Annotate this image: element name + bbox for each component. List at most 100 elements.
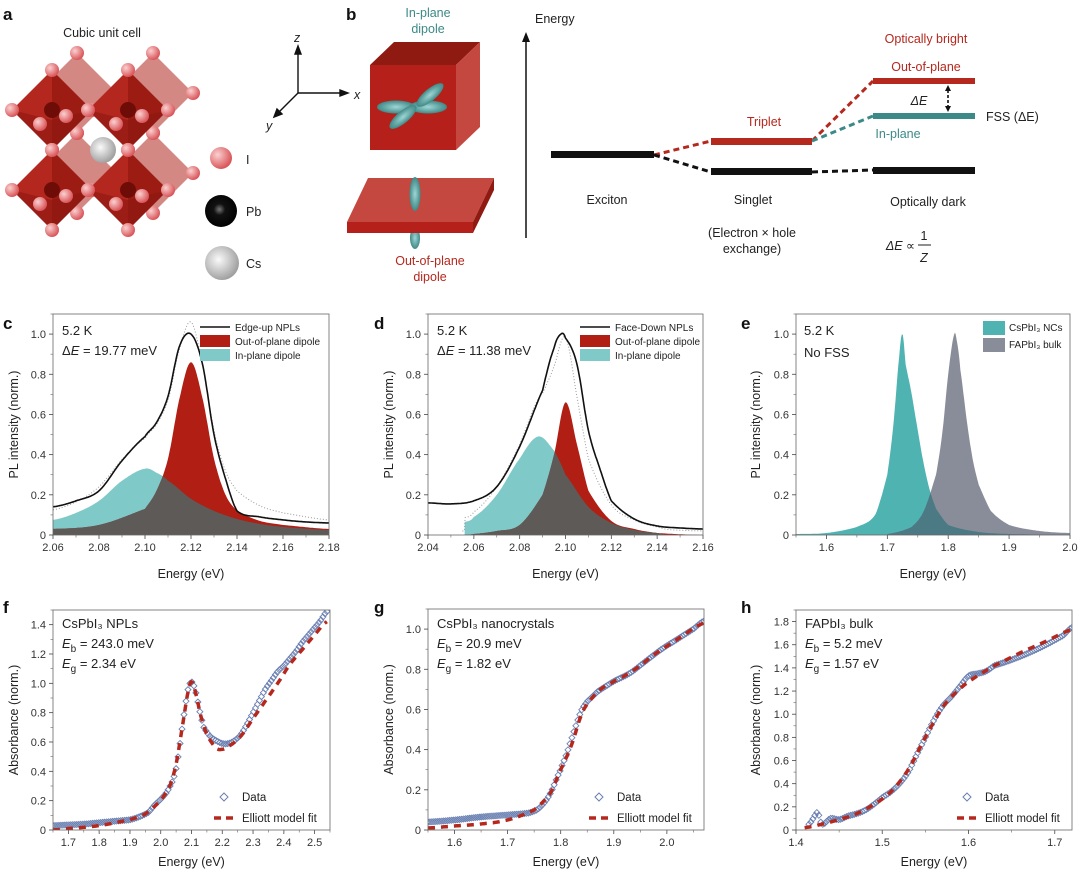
annotation-text: = 11.38 meV bbox=[454, 343, 531, 358]
annotation: ΔE = 19.77 meV bbox=[62, 343, 157, 358]
annotation-text: = 243.0 meV bbox=[76, 636, 154, 651]
annotation-text: = 19.77 meV bbox=[79, 343, 157, 358]
chart-panel-d: 2.04 2.06 2.08 2.10 2.12 2.14 2.16 0 0.2 0.4 0.6 0.… bbox=[382, 313, 714, 581]
legend-label: Data bbox=[617, 792, 642, 804]
x-tick-label: 1.9 bbox=[1001, 542, 1016, 554]
annotation-prefix: Δ bbox=[437, 343, 446, 358]
fit-line-elliott bbox=[428, 621, 704, 830]
data-point bbox=[430, 818, 438, 826]
iodine-atom bbox=[109, 117, 123, 131]
data-point bbox=[307, 628, 315, 636]
data-point bbox=[892, 783, 900, 792]
data-point bbox=[212, 736, 220, 744]
charts: 2.06 2.08 2.10 2.12 2.14 2.16 2.1800.20.40.60.… bbox=[7, 313, 1078, 869]
data-point bbox=[317, 616, 325, 624]
axis-y-label: y bbox=[265, 119, 273, 133]
y-tick-label: 0.4 bbox=[774, 450, 789, 462]
x-tick-label: 2.0 bbox=[1062, 542, 1077, 554]
data-point bbox=[267, 677, 275, 685]
data-point bbox=[635, 662, 643, 671]
data-point bbox=[900, 774, 908, 783]
x-tick-label: 2.14 bbox=[646, 542, 667, 554]
data-point bbox=[55, 821, 63, 830]
panel-label-e: e bbox=[741, 314, 750, 333]
data-point bbox=[146, 806, 154, 815]
in-plane-level-label: In-plane bbox=[875, 127, 920, 141]
data-point bbox=[902, 772, 910, 780]
lead-atom bbox=[44, 102, 60, 118]
exciton-label: Exciton bbox=[587, 193, 628, 207]
data-point bbox=[224, 739, 232, 748]
data-point bbox=[198, 716, 206, 724]
annotation-text: 5.2 K bbox=[62, 323, 93, 338]
x-tick-label: 2.4 bbox=[276, 837, 291, 849]
exciton-level bbox=[551, 151, 654, 158]
panel-b-geometry: z x y In-plane dipole Out-of-plane dipol… bbox=[265, 6, 494, 284]
y-tick-label: 1.6 bbox=[774, 640, 789, 652]
iodine-atom bbox=[161, 183, 175, 197]
x-tick-label: 2.1 bbox=[184, 837, 199, 849]
y-tick-label: 1.0 bbox=[31, 678, 46, 690]
chart-panel-f: 1.7 1.8 1.9 2.0 2.1 2.2 2.3 2.4 2.5 0 0.2 0.4 0.6 0.8… bbox=[7, 609, 331, 869]
axis-z-label: z bbox=[293, 31, 301, 45]
edge-up-cube-icon bbox=[370, 42, 480, 150]
x-tick-label: 2.3 bbox=[245, 837, 260, 849]
octahedron-face bbox=[88, 110, 168, 150]
x-axis-label: Energy (eV) bbox=[900, 567, 967, 581]
legend-label: In-plane dipole bbox=[615, 351, 681, 362]
x-tick-label: 2.10 bbox=[134, 542, 155, 554]
overlap-area bbox=[428, 452, 703, 535]
legend-label: Data bbox=[242, 792, 267, 804]
relation-denominator: Z bbox=[919, 251, 928, 265]
iodine-atom bbox=[146, 206, 160, 220]
data-point bbox=[645, 655, 653, 663]
x-tick-label: 2.0 bbox=[153, 837, 168, 849]
face-down-slab-icon bbox=[347, 177, 494, 249]
data-point bbox=[890, 785, 898, 793]
chart-panel-h: 1.4 1.5 1.6 1.7 0 0.2 0.4 0.6 0.8 1.0 1.2 1.4 1.6 1.8… bbox=[749, 609, 1073, 869]
legend-label: Elliott model fit bbox=[617, 813, 693, 825]
optically-dark-level bbox=[873, 167, 975, 174]
x-tick-label: 1.7 bbox=[880, 542, 895, 554]
iodine-atom bbox=[70, 126, 84, 140]
iodine-atom bbox=[81, 103, 95, 117]
x-tick-label: 1.9 bbox=[122, 837, 137, 849]
annotation-text: = 1.57 eV bbox=[819, 656, 879, 671]
out-of-plane-dipole-label-line1: Out-of-plane bbox=[395, 254, 465, 268]
annotation-text: CsPbI₃ NPLs bbox=[62, 616, 139, 631]
x-tick-label: 1.8 bbox=[92, 837, 107, 849]
legend-swatch-icon bbox=[580, 349, 610, 361]
legend: CsPbI₃ NCs FAPbI₃ bulk bbox=[983, 321, 1063, 352]
panel-label-b: b bbox=[346, 5, 356, 24]
annotation: ΔE = 11.38 meV bbox=[437, 343, 531, 358]
plot-area bbox=[428, 332, 703, 535]
x-tick-label: 2.16 bbox=[692, 542, 713, 554]
legend-label-cs: Cs bbox=[246, 257, 261, 271]
annotation: Eb = 5.2 meV bbox=[805, 636, 883, 655]
panel-label-d: d bbox=[374, 314, 384, 333]
delta-e-double-arrow-icon bbox=[945, 85, 951, 112]
optically-dark-label: Optically dark bbox=[890, 195, 966, 209]
perovskite-crystal-illustration bbox=[5, 46, 200, 237]
y-tick-label: 1.0 bbox=[406, 624, 421, 636]
x-tick-label: 2.08 bbox=[88, 542, 109, 554]
annotation-text: = 5.2 meV bbox=[819, 636, 883, 651]
fit-line-elliott bbox=[53, 620, 328, 830]
legend-label: Edge-up NPLs bbox=[235, 323, 300, 334]
y-tick-label: 0 bbox=[415, 530, 421, 542]
y-tick-label: 0.6 bbox=[31, 737, 46, 749]
legend: Face-Down NPLs Out-of-plane dipole In-plan… bbox=[580, 323, 700, 362]
legend-label: Elliott model fit bbox=[242, 813, 318, 825]
y-tick-label: 0 bbox=[783, 825, 789, 837]
iodine-atom bbox=[33, 117, 47, 131]
data-point bbox=[534, 805, 543, 813]
y-tick-label: 1.2 bbox=[774, 686, 789, 698]
y-tick-label: 0.8 bbox=[31, 708, 46, 720]
x-tick-label: 2.12 bbox=[180, 542, 201, 554]
legend-label-pb: Pb bbox=[246, 205, 261, 219]
cesium-atom bbox=[90, 137, 116, 163]
panel-label-h: h bbox=[741, 598, 751, 617]
y-tick-label: 0.6 bbox=[406, 409, 421, 421]
y-tick-label: 0.6 bbox=[774, 756, 789, 768]
legend-label: FAPbI₃ bulk bbox=[1009, 340, 1062, 351]
